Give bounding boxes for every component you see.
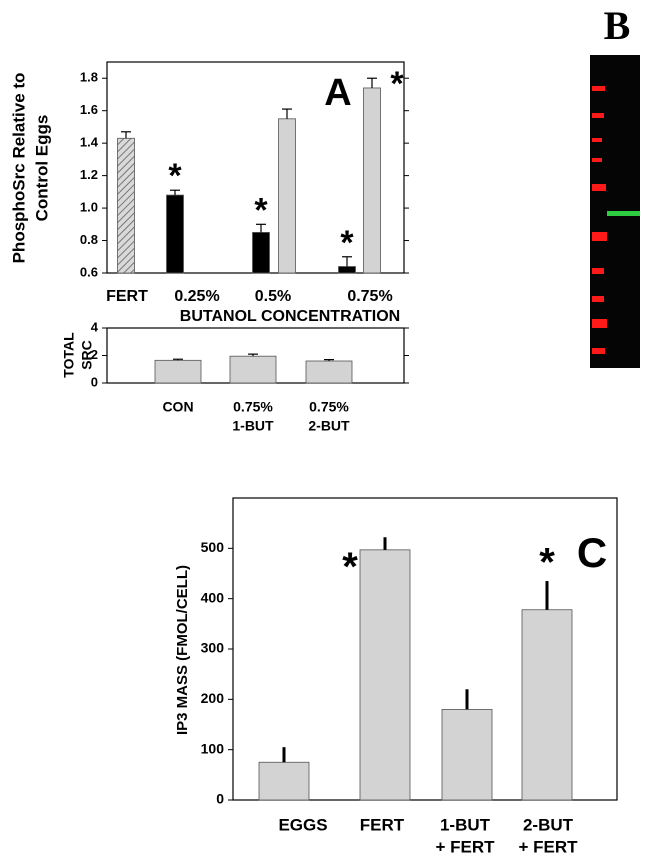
bar [229, 355, 277, 384]
y-tick-label: 200 [201, 690, 225, 706]
significance-star: * [390, 65, 404, 103]
bar [305, 360, 353, 384]
panel-label: A [324, 72, 351, 114]
bar [166, 194, 184, 274]
panel-label: B [604, 3, 631, 48]
error-bar [367, 77, 377, 88]
bar [258, 761, 310, 801]
significance-star: * [168, 157, 182, 195]
x-tick-label: FERT [360, 815, 405, 834]
error-bar [342, 256, 352, 267]
significance-star: * [340, 224, 354, 262]
x-tick-label: 0.75% [347, 288, 392, 305]
panel-label: C [577, 529, 607, 576]
y-tick-label: 1.6 [80, 102, 98, 117]
error-bar [121, 131, 131, 139]
y-axis-label: Control Eggs [32, 115, 51, 222]
y-tick-label: 500 [201, 539, 225, 555]
blot: B [590, 3, 640, 368]
x-tick-label: CON [162, 399, 193, 415]
x-tick-label: + FERT [518, 837, 578, 856]
bar [359, 549, 411, 801]
y-tick-label: 400 [201, 589, 225, 605]
y-tick-label: 2 [91, 347, 98, 362]
significance-star: * [254, 191, 268, 229]
x-tick-label: 0.25% [174, 288, 219, 305]
y-tick-label: 1.8 [80, 70, 98, 85]
y-tick-label: 1.2 [80, 167, 98, 182]
x-tick-label: 1-BUT [232, 418, 274, 434]
error-bar [248, 353, 258, 357]
y-tick-label: 300 [201, 640, 225, 656]
error-bar [256, 223, 266, 233]
error-bar [324, 359, 334, 361]
bar [154, 359, 202, 384]
y-tick-label: 1.4 [80, 135, 99, 150]
bar [252, 232, 270, 274]
x-tick-label: 2-BUT [308, 418, 350, 434]
y-tick-label: 0.8 [80, 232, 98, 247]
y-tick-label: 0 [216, 791, 224, 807]
y-tick-label: 100 [201, 740, 225, 756]
x-tick-label: 0.75% [309, 399, 349, 415]
ladder-bands [592, 86, 607, 354]
bar [117, 137, 135, 274]
y-axis-label: PhosphoSrc Relative to [9, 73, 28, 264]
x-tick-label: + FERT [435, 837, 495, 856]
y-tick-label: 0 [91, 374, 98, 389]
x-tick-label: 0.5% [255, 288, 291, 305]
bar [363, 87, 381, 274]
bar [338, 266, 356, 274]
error-bar [282, 108, 292, 119]
x-tick-label: EGGS [278, 815, 327, 834]
x-tick-label: 2-BUT [523, 815, 574, 834]
x-tick-label: FERT [106, 288, 148, 305]
x-axis-label: BUTANOL CONCENTRATION [180, 308, 400, 325]
y-axis-label: SRC [79, 340, 95, 370]
error-bar [170, 189, 180, 196]
x-tick-label: 0.75% [233, 399, 273, 415]
y-tick-label: 4 [91, 319, 99, 334]
bar [441, 709, 493, 801]
y-tick-label: 1.0 [80, 200, 98, 215]
green-band [607, 211, 640, 216]
x-tick-label: 1-BUT [440, 815, 491, 834]
significance-star: * [342, 545, 358, 589]
bar [521, 609, 573, 801]
error-bar [173, 358, 183, 361]
y-tick-label: 0.6 [80, 264, 98, 279]
y-axis-label: TOTAL [61, 332, 77, 378]
bar [278, 118, 296, 274]
significance-star: * [539, 541, 555, 585]
y-axis-label: IP3 MASS (FMOL/CELL) [174, 565, 191, 735]
